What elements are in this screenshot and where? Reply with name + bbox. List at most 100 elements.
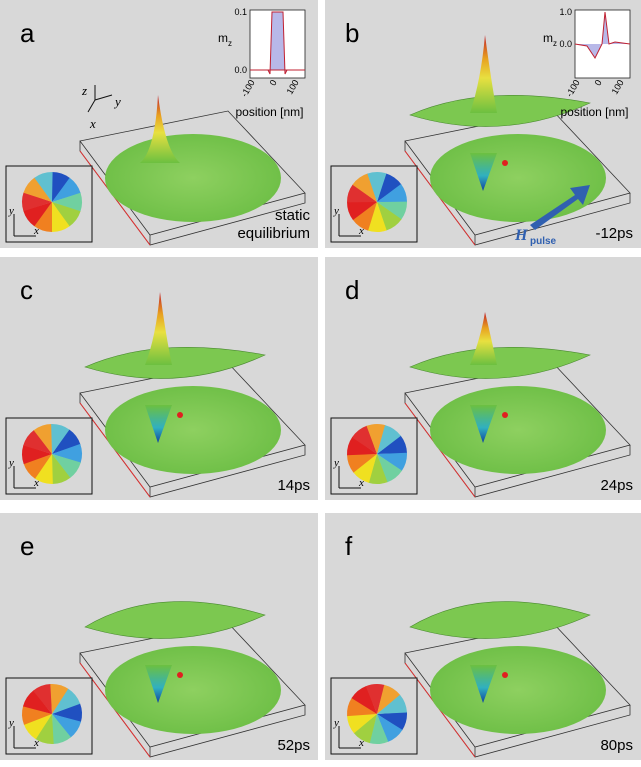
vortex-axes-arrows [338,726,361,749]
vortex-sector [52,454,71,484]
mz-profile [250,11,305,75]
panel: c y x 14ps [0,257,318,500]
core-spot [502,672,508,678]
vortex-sector [365,684,385,714]
magnetization-peak [140,95,180,163]
vortex-sector [52,703,83,723]
panel-label: d [345,275,359,305]
vortex-sector [351,685,377,714]
disk [430,646,606,734]
panel-label: b [345,18,359,48]
disk [430,386,606,474]
surface-sheet [409,347,591,379]
caption: 52ps [277,737,310,754]
disk [105,386,281,474]
vortex-sector [52,177,81,202]
vortex-sector [23,714,52,740]
vortex-sector [377,694,407,714]
vortex-sector [23,177,52,202]
vortex-sector [34,172,53,202]
vortex-sector [377,454,402,483]
vortex-sector [52,443,83,464]
caption: -12ps [595,225,633,242]
vortex-sector [51,424,70,454]
panel: f y x 80ps [325,513,641,760]
vortex-sector [377,711,407,731]
inset-x-label: position [nm] [235,105,303,119]
coordinate-arrows [87,85,113,113]
panel: d y x 24ps [325,257,641,500]
vortex-sector [52,714,82,738]
inset-y-tick-label: 0.0 [559,39,572,49]
vortex-axis-y: y [333,205,339,217]
panel-label: e [20,531,34,561]
vortex-sector [23,202,52,227]
vortex-sector [33,684,52,714]
panel-label: a [20,18,35,48]
vortex-sector [21,192,52,212]
caption: 80ps [600,737,633,754]
vortex-axes-arrows [13,726,36,749]
vortex-sector [347,454,377,473]
inset-y-label-sub: z [228,39,232,48]
vortex-axis-y: y [8,457,14,469]
vortex-sector [377,201,407,220]
vortex-axis-x: x [33,477,39,489]
vortex-sector [352,202,377,231]
vortex-sector [34,454,53,484]
axis-x: x [89,116,96,131]
vortex-sector [377,173,402,202]
vortex-sector [369,714,389,744]
vortex-axes-arrows [338,214,361,237]
disk [105,134,281,222]
vortex-sector [367,202,387,233]
panel-label: c [20,275,33,305]
panel: e y x 52ps [0,513,318,760]
inset-x-tick-label: 0 [593,78,604,87]
vortex-sector [377,425,401,454]
vortex-sector [353,714,377,744]
vortex-sector [377,684,401,714]
vortex-sector [377,435,407,454]
vortex-axis-x: x [358,737,364,749]
vortex-sector [347,184,377,203]
vortex-sector [22,690,52,714]
magnetization-dip [145,405,172,443]
caption: 24ps [600,477,633,494]
core-spot [502,412,508,418]
magnetization-dip [145,665,172,703]
inset-y-label: m [543,31,553,45]
inset-y-tick-label: 1.0 [559,7,572,17]
surface-sheet [409,95,591,127]
axis-y: y [113,94,121,109]
vortex-sector [352,173,377,202]
vortex-sector [52,714,71,744]
vortex-sector [22,705,52,725]
inset-y-tick-label: 0.1 [234,7,247,17]
vortex-sector [35,714,54,744]
vortex-axis-x: x [358,477,364,489]
surface-sheet [84,347,266,379]
inset-y-tick-label: 0.0 [234,65,247,75]
magnetization-dip [470,153,497,191]
vortex-sector [367,172,387,202]
vortex-sector [347,201,377,220]
vortex-sector [377,202,402,231]
vortex-sector [23,454,52,479]
vortex-axis-y: y [333,457,339,469]
vortex-axes-arrows [338,466,361,489]
vortex-sector [33,202,52,232]
vortex-sector [52,192,82,212]
field-subscript: pulse [530,236,557,247]
disk [105,646,281,734]
vortex-sector [347,697,377,717]
vortex-axis-x: x [358,225,364,237]
vortex-sector [347,436,377,456]
magnetization-peak [470,312,497,365]
vortex-axis-y: y [333,717,339,729]
magnetization-peak [470,35,497,113]
